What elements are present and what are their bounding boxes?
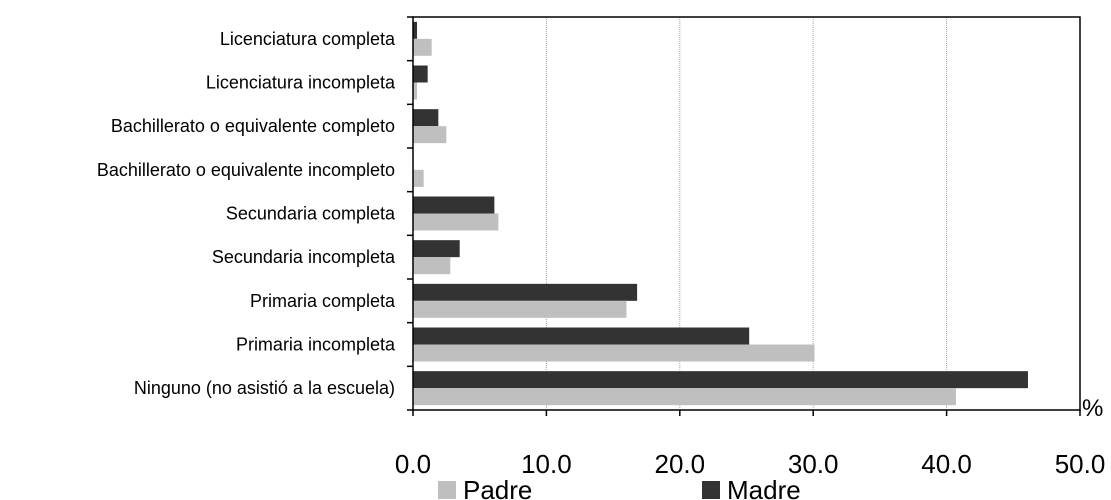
bar-padre (413, 126, 447, 144)
x-tick-label: 30.0 (788, 449, 839, 479)
legend-label-madre: Madre (727, 475, 801, 500)
category-label: Primaria incompleta (236, 335, 396, 355)
category-label: Primaria completa (250, 291, 396, 311)
category-label: Bachillerato o equivalente completo (111, 116, 395, 136)
category-label: Licenciatura completa (220, 29, 396, 49)
category-label: Secundaria completa (226, 204, 396, 224)
x-unit-label: % (1082, 395, 1103, 422)
bar-padre (413, 82, 418, 100)
legend-swatch-madre (702, 481, 720, 499)
legend-label-padre: Padre (463, 475, 532, 500)
category-label: Bachillerato o equivalente incompleto (97, 160, 395, 180)
axis-ticks (407, 16, 1081, 416)
category-label: Licenciatura incompleta (206, 73, 396, 93)
bar-padre (413, 169, 424, 187)
bar-madre (413, 327, 750, 345)
bar-madre (413, 21, 418, 39)
legend: Padre Madre (438, 475, 801, 500)
category-labels: Licenciatura completa Licenciatura incomp… (97, 29, 396, 398)
plot-area-frame (412, 16, 1081, 411)
bar-madre (413, 196, 495, 214)
x-tick-label: 40.0 (921, 449, 972, 479)
x-tick-labels: 0.0 10.0 20.0 30.0 40.0 50.0 (395, 449, 1105, 479)
bar-padre (413, 257, 451, 275)
bar-madre (413, 240, 460, 258)
bar-madre (413, 371, 1028, 389)
x-tick-label: 10.0 (521, 449, 572, 479)
gridlines (545, 17, 948, 410)
x-tick-label: 0.0 (395, 449, 431, 479)
bar-madre (413, 65, 428, 83)
bar-padre (413, 213, 499, 231)
legend-swatch-padre (438, 481, 456, 499)
bar-padre (413, 38, 432, 56)
category-label: Secundaria incompleta (212, 247, 396, 267)
bar-madre (413, 283, 638, 301)
bar-padre (413, 344, 815, 362)
x-tick-label: 20.0 (654, 449, 705, 479)
bar-padre (413, 300, 627, 318)
bar-madre (413, 109, 439, 127)
bars (413, 21, 1028, 406)
bar-padre (413, 388, 956, 406)
x-tick-label: 50.0 (1055, 449, 1106, 479)
category-label: Ninguno (no asistió a la escuela) (134, 378, 395, 398)
